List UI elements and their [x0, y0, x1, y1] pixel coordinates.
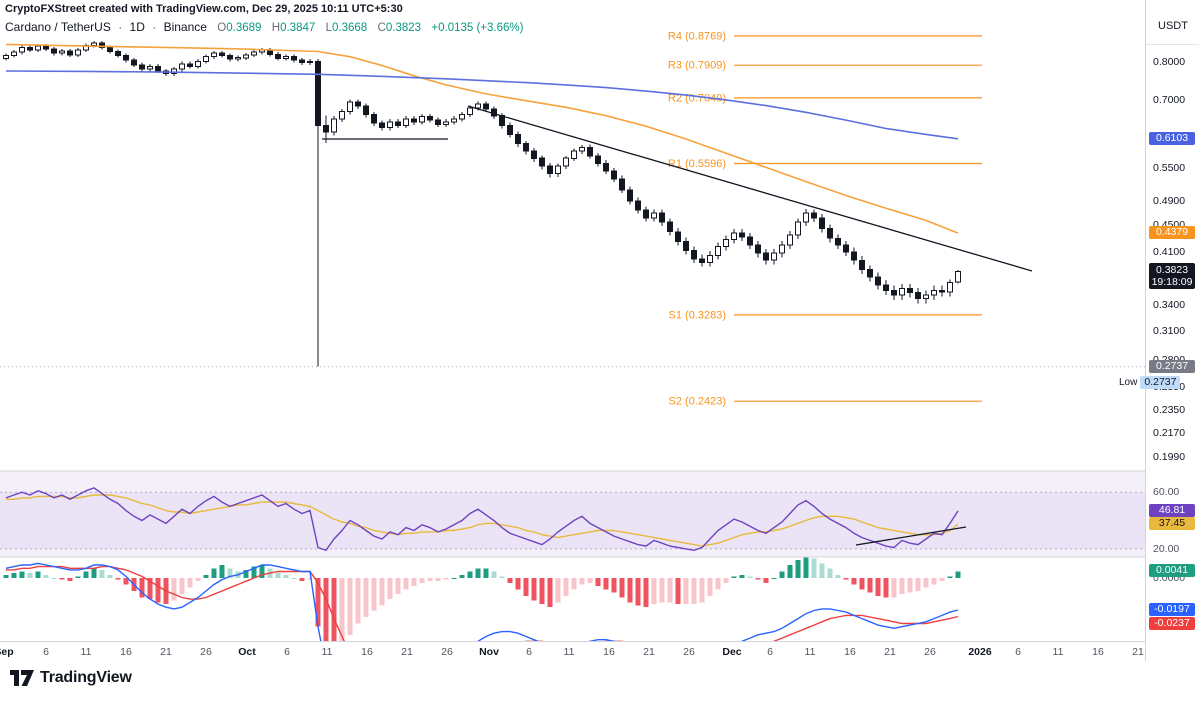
last-price-badge: 0.3823 19:18:09: [1149, 263, 1195, 290]
exchange-label[interactable]: Binance: [163, 20, 207, 34]
time-tick: 16: [361, 646, 373, 658]
time-tick: 16: [844, 646, 856, 658]
time-tick: 6: [284, 646, 290, 658]
price-tick: 0.3100: [1153, 325, 1186, 338]
high-value: 0.3847: [280, 22, 316, 34]
time-tick: 11: [563, 646, 575, 658]
time-tick: 11: [321, 646, 333, 658]
time-tick: 26: [924, 646, 936, 658]
macd-signal-value-badge: -0.0237: [1149, 616, 1195, 630]
time-tick: 6: [526, 646, 532, 658]
ma-orange-value-badge: 0.4379: [1149, 226, 1195, 240]
macd-signal-line[interactable]: [6, 565, 959, 641]
ma-blue-line[interactable]: [5, 70, 959, 140]
time-tick: 21: [643, 646, 655, 658]
low-value: 0.3668: [332, 22, 368, 34]
tradingview-logo[interactable]: [10, 668, 34, 688]
low-label: L: [325, 22, 333, 34]
time-tick: Dec: [722, 646, 742, 658]
rsi-band-tick: 60.00: [1153, 486, 1180, 499]
rsi-value-badge: 46.81: [1149, 503, 1195, 517]
candlestick-chart[interactable]: R4 (0.8769)R3 (0.7909)R2 (0.7049)R1 (0.5…: [0, 0, 1145, 641]
price-tick: 0.4900: [1153, 195, 1186, 208]
pivot-label: R4 (0.8769): [668, 30, 726, 42]
time-tick: 21: [884, 646, 896, 658]
bar-countdown: 19:18:09: [1151, 276, 1193, 289]
macd-line[interactable]: [5, 562, 959, 641]
ma-blue-value-badge: 0.6103: [1149, 131, 1195, 145]
price-tick: 0.2350: [1153, 403, 1186, 416]
time-tick: 21: [1132, 646, 1144, 658]
watermark-text: CryptoFXStreet created with TradingView.…: [5, 3, 403, 15]
time-tick: 16: [1092, 646, 1104, 658]
time-tick: 6: [1015, 646, 1021, 658]
time-tick: Nov: [479, 646, 499, 658]
time-tick: 11: [80, 646, 92, 658]
pivot-label: R1 (0.5596): [668, 158, 726, 170]
high-label: H: [271, 22, 281, 34]
macd-hist-value-badge: 0.0041: [1149, 564, 1195, 578]
open-value: 0.3689: [226, 22, 262, 34]
price-tick: 0.1990: [1153, 451, 1186, 464]
time-tick: 2026: [968, 646, 992, 658]
price-tick: 0.7000: [1153, 93, 1186, 106]
time-tick: 11: [804, 646, 816, 658]
pivot-label: S1 (0.3283): [669, 309, 726, 321]
price-tick: 0.8000: [1153, 56, 1186, 68]
low-label-row: Low 0.2737: [1119, 375, 1181, 389]
macd-value-badge: -0.0197: [1149, 603, 1195, 616]
price-tick: 0.5500: [1153, 162, 1186, 175]
close-label: C: [377, 22, 386, 34]
time-tick: 6: [767, 646, 773, 658]
low-label: Low: [1119, 376, 1138, 388]
separator: ·: [118, 20, 123, 34]
candles: [3, 40, 961, 367]
low-line-value-badge: 0.2737: [1149, 359, 1195, 373]
currency-label: USDT: [1158, 20, 1188, 32]
rsi-line[interactable]: [5, 487, 959, 552]
low-value-badge: 0.2737: [1140, 375, 1181, 389]
last-price-value: 0.3823: [1155, 264, 1189, 277]
pivot-label: R3 (0.7909): [668, 60, 726, 72]
time-tick: 26: [441, 646, 453, 658]
time-tick: 21: [401, 646, 413, 658]
downtrend-line[interactable]: [467, 105, 1033, 272]
ma-orange-line[interactable]: [5, 43, 959, 234]
macd-pane: [3, 557, 961, 641]
brand-name[interactable]: TradingView: [40, 669, 132, 686]
interval-label[interactable]: 1D: [129, 20, 145, 34]
time-tick: Sep: [0, 646, 14, 658]
change-value: +0.0135 (+3.66%): [431, 22, 524, 34]
price-tick: 0.4100: [1153, 245, 1186, 258]
axis-divider: [1146, 44, 1199, 45]
time-tick: 26: [200, 646, 212, 658]
time-tick: 16: [120, 646, 132, 658]
open-label: O: [217, 22, 227, 34]
time-tick: 26: [683, 646, 695, 658]
footer: TradingView: [10, 668, 132, 688]
close-value: 0.3823: [385, 22, 422, 34]
time-tick: 11: [1052, 646, 1064, 658]
symbol-title[interactable]: Cardano / TetherUS: [5, 20, 111, 34]
time-axis[interactable]: Sep 6 11 16 21 26 Oct 6 11 16 21 26 Nov 6 11 16 21 26 Dec 6…: [0, 641, 1199, 662]
time-tick: 6: [43, 646, 49, 658]
rsi-band-tick: 20.00: [1153, 542, 1180, 555]
chart-area[interactable]: R4 (0.8769) R3 (0.7909) R2 (0.7049) R1 (0.5…: [0, 0, 1145, 641]
rsi-ma-value-badge: 37.45: [1149, 517, 1195, 531]
pivot-label: S2 (0.2423): [669, 396, 726, 408]
rsi-trendline[interactable]: [855, 526, 967, 546]
time-tick: 16: [603, 646, 615, 658]
separator: ·: [152, 20, 157, 34]
price-tick: 0.2170: [1153, 426, 1186, 439]
time-tick: Oct: [238, 646, 256, 658]
rsi-ma-line[interactable]: [6, 494, 959, 547]
time-tick: 21: [160, 646, 172, 658]
price-tick: 0.3400: [1153, 299, 1186, 311]
price-axis[interactable]: USDT 0.80000.70000.55000.49000.45000.410…: [1119, 0, 1199, 661]
symbol-info-bar[interactable]: Cardano / TetherUS · 1D · Binance O0.368…: [5, 20, 523, 34]
